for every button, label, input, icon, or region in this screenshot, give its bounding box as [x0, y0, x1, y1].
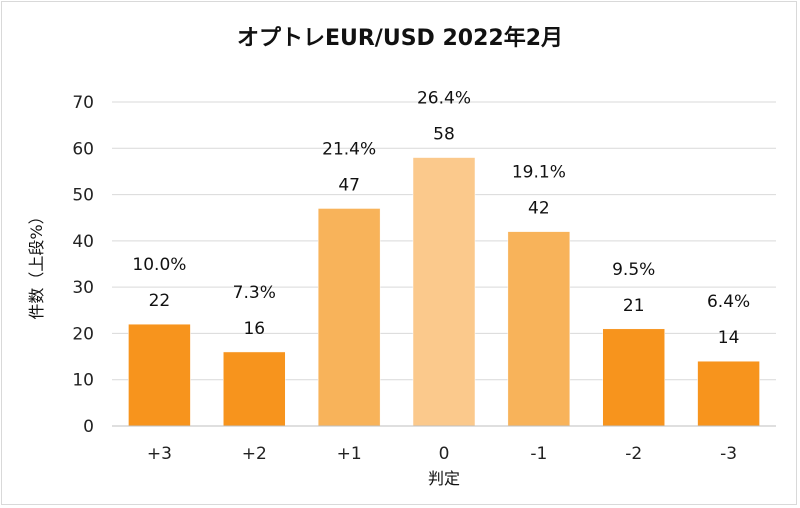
- y-tick-label: 40: [72, 232, 94, 252]
- y-tick-label: 50: [72, 186, 94, 206]
- x-tick-labels: +3 +2 +1 0 -1 -2 -3: [147, 444, 737, 464]
- percent-label: 26.4%: [417, 89, 471, 109]
- data-labels: 22 10.0% 16 7.3% 47 21.4% 58 26.4% 42 19.1% 21 9.5%…: [132, 89, 750, 349]
- x-tick-label: -3: [720, 444, 737, 464]
- y-tick-label: 30: [72, 278, 94, 298]
- bar: [412, 157, 476, 427]
- percent-label: 10.0%: [132, 255, 186, 275]
- bars: [128, 157, 760, 427]
- x-tick-label: -2: [625, 444, 642, 464]
- y-tick-label: 60: [72, 139, 94, 159]
- bar: [223, 351, 286, 427]
- percent-label: 7.3%: [233, 283, 276, 303]
- x-tick-label: -1: [530, 444, 547, 464]
- value-label: 42: [528, 199, 550, 219]
- bar: [317, 208, 381, 427]
- percent-label: 6.4%: [707, 292, 750, 312]
- y-tick-label: 10: [72, 371, 94, 391]
- bar: [697, 360, 760, 427]
- bar: [602, 328, 665, 427]
- y-tick-label: 0: [83, 417, 94, 437]
- value-label: 16: [243, 319, 265, 339]
- bar: [507, 231, 571, 427]
- value-label: 14: [718, 328, 740, 348]
- percent-label: 21.4%: [322, 139, 376, 159]
- value-label: 22: [149, 291, 171, 311]
- x-tick-label: +1: [337, 444, 362, 464]
- x-tick-label: 0: [439, 444, 450, 464]
- percent-label: 9.5%: [612, 260, 655, 280]
- y-tick-label: 20: [72, 324, 94, 344]
- y-tick-labels: 0 10 20 30 40 50 60 70: [72, 93, 94, 437]
- percent-label: 19.1%: [512, 163, 566, 183]
- x-tick-label: +2: [242, 444, 267, 464]
- chart-title: オプトレEUR/USD 2022年2月: [236, 26, 564, 51]
- x-axis-title: 判定: [428, 469, 460, 488]
- value-label: 21: [623, 296, 645, 316]
- value-label: 47: [338, 175, 360, 195]
- x-tick-label: +3: [147, 444, 172, 464]
- value-label: 58: [433, 125, 455, 145]
- y-axis-title: 件数（上段%）: [27, 208, 46, 319]
- bar: [128, 323, 191, 427]
- y-tick-label: 70: [72, 93, 94, 113]
